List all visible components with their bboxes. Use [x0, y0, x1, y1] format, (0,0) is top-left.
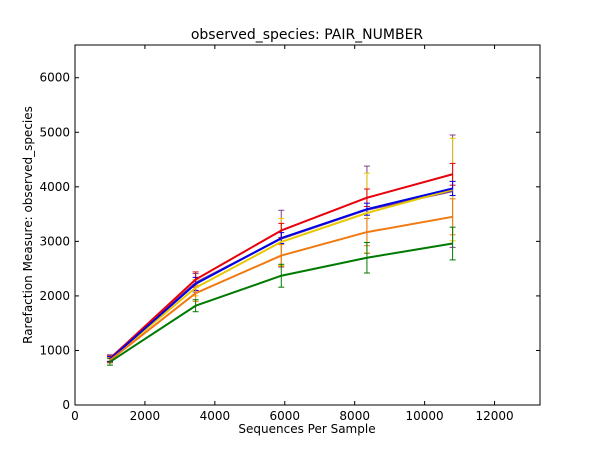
- series-yellow-line: [109, 188, 453, 360]
- y-tick-label: 4000: [39, 180, 70, 194]
- plot-area: 0 2000 4000 6000 8000 10000 12000 0 1000 2000 3000…: [39, 44, 541, 423]
- x-tick-label: 0: [71, 409, 79, 423]
- x-tick-label: 2000: [130, 409, 161, 423]
- x-tick-label: 6000: [270, 409, 301, 423]
- y-tick-label: 1000: [39, 343, 70, 357]
- series-blue-line: [109, 187, 453, 360]
- series-red-line: [109, 173, 453, 360]
- y-tick-label: 3000: [39, 234, 70, 248]
- y-tick-label: 0: [62, 398, 70, 412]
- y-tick-label: 2000: [39, 289, 70, 303]
- chart-title: observed_species: PAIR_NUMBER: [191, 27, 424, 43]
- y-tick-label: 6000: [39, 71, 70, 85]
- x-tick-label: 12000: [475, 409, 513, 423]
- series-green-line: [109, 242, 453, 363]
- y-tick-label: 5000: [39, 125, 70, 139]
- x-tick-label: 8000: [339, 409, 370, 423]
- x-axis-label: Sequences Per Sample: [238, 422, 375, 436]
- series-orange-line: [109, 215, 453, 362]
- plot-frame: [74, 44, 541, 406]
- x-tick-label: 10000: [406, 409, 444, 423]
- y-axis-label: Rarefaction Measure: observed_species: [21, 106, 35, 344]
- x-tick-label: 4000: [200, 409, 231, 423]
